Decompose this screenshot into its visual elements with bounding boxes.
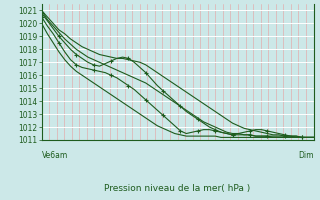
Text: Ve6am: Ve6am [42,151,68,160]
Text: Pression niveau de la mer( hPa ): Pression niveau de la mer( hPa ) [104,184,251,193]
Text: Dim: Dim [298,151,314,160]
